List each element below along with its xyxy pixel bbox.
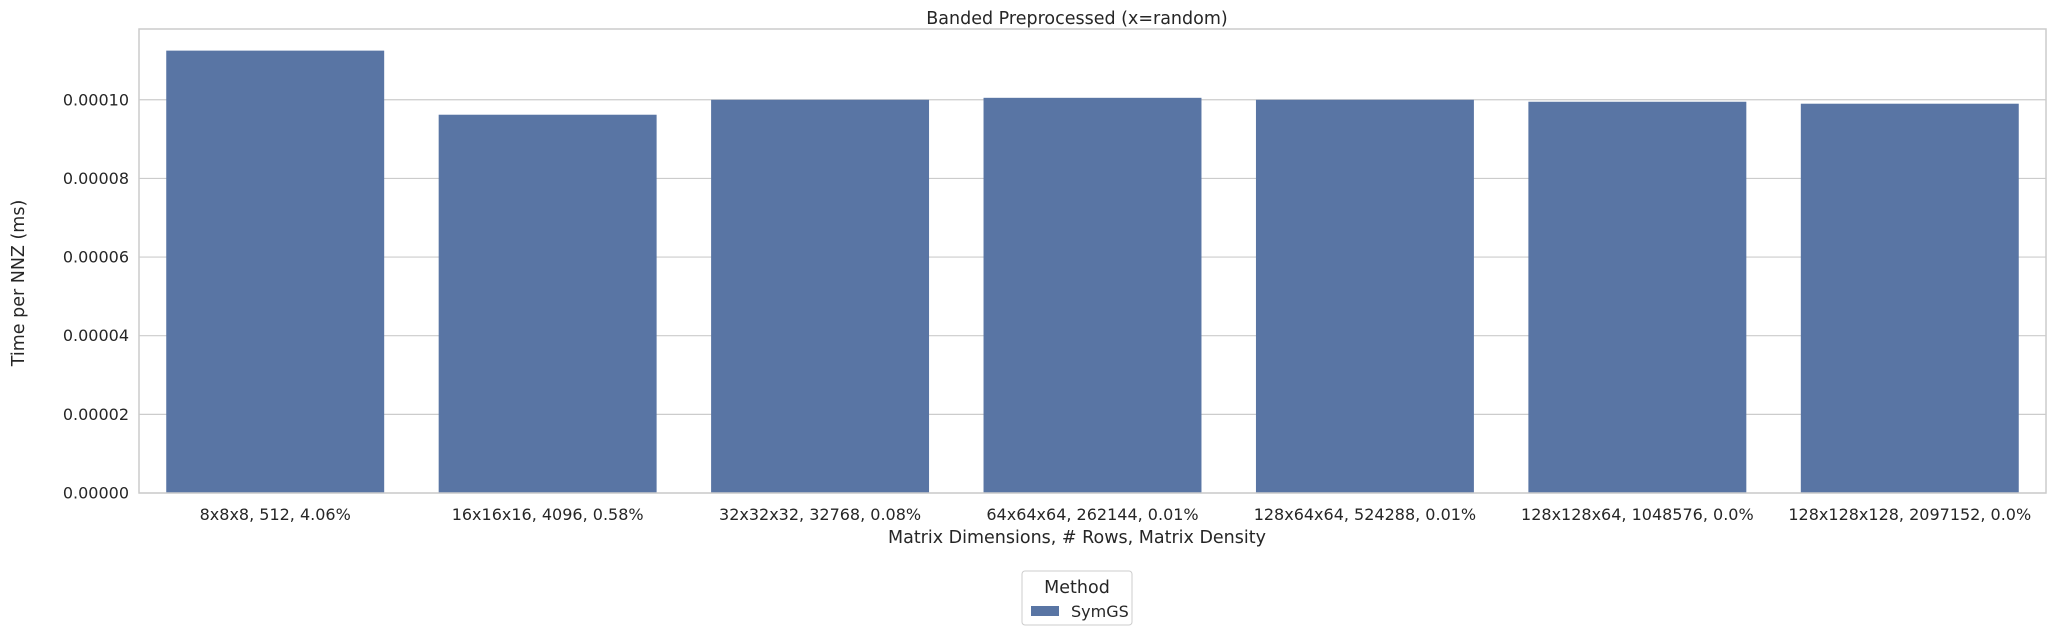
x-axis-label: Matrix Dimensions, # Rows, Matrix Densit… xyxy=(888,528,1266,548)
bar xyxy=(438,114,657,493)
legend-title: Method xyxy=(1044,578,1110,598)
x-tick-label: 32x32x32, 32768, 0.08% xyxy=(719,505,921,524)
bar xyxy=(166,50,385,494)
x-tick-label: 64x64x64, 262144, 0.01% xyxy=(986,505,1198,524)
legend: Method SymGS xyxy=(1021,570,1133,626)
legend-label: SymGS xyxy=(1071,602,1129,621)
bar xyxy=(983,97,1202,493)
bar xyxy=(1528,101,1747,494)
y-tick-labels: 0.00000 0.00002 0.00004 0.00006 0.00008 0.000… xyxy=(63,90,129,502)
chart-title: Banded Preprocessed (x=random) xyxy=(926,9,1227,29)
bars xyxy=(166,50,2019,494)
y-tick-label: 0.00004 xyxy=(63,326,129,345)
plot-border xyxy=(138,28,2047,494)
x-tick-label: 16x16x16, 4096, 0.58% xyxy=(452,505,644,524)
x-tick-label: 128x128x64, 1048576, 0.0% xyxy=(1521,505,1754,524)
x-tick-labels: 8x8x8, 512, 4.06% 16x16x16, 4096, 0.58% 32… xyxy=(200,505,2032,524)
y-tick-label: 0.00006 xyxy=(63,248,129,267)
x-tick-label: 128x64x64, 524288, 0.01% xyxy=(1254,505,1476,524)
bar xyxy=(711,99,930,493)
x-tick-label: 8x8x8, 512, 4.06% xyxy=(200,505,351,524)
bar xyxy=(1800,103,2019,494)
y-axis-label: Time per NNZ (ms) xyxy=(9,200,29,368)
bar xyxy=(1255,99,1474,493)
y-tick-label: 0.00008 xyxy=(63,169,129,188)
plot-frame xyxy=(138,28,2047,494)
y-tick-label: 0.00002 xyxy=(63,405,129,424)
y-tick-label: 0.00000 xyxy=(63,484,129,503)
y-tick-label: 0.00010 xyxy=(63,90,129,109)
x-tick-label: 128x128x128, 2097152, 0.0% xyxy=(1788,505,2031,524)
legend-swatch xyxy=(1031,606,1059,616)
